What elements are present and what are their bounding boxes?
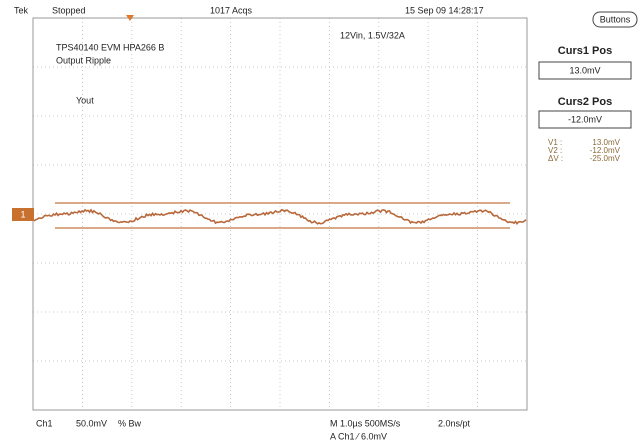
footer-timebase: M 1.0µs 500MS/s — [330, 418, 401, 428]
footer-channel: Ch1 — [36, 418, 53, 428]
buttons-label[interactable]: Buttons — [600, 14, 631, 24]
curs1-title: Curs1 Pos — [558, 45, 612, 57]
scope-screen: Tek Stopped 1017 Acqs 15 Sep 09 14:28:17… — [0, 0, 644, 448]
conditions: 12Vin, 1.5V/32A — [340, 30, 405, 40]
datetime: 15 Sep 09 14:28:17 — [405, 5, 484, 15]
signal-label: Yout — [76, 95, 94, 105]
waveform — [34, 210, 526, 224]
readout-name: ΔV : — [548, 154, 563, 163]
footer-resolution: 2.0ns/pt — [438, 418, 471, 428]
readout-value: -25.0mV — [590, 154, 621, 163]
page: {"header": {"brand": "Tek", "state": "St… — [0, 0, 644, 448]
footer-trigger: A Ch1 ⁄ 6.0mV — [330, 431, 387, 441]
screen-subtitle: Output Ripple — [56, 55, 111, 65]
curs2-value[interactable]: -12.0mV — [568, 114, 602, 124]
screen-title: TPS40140 EVM HPA266 B — [56, 42, 164, 52]
curs2-title: Curs2 Pos — [558, 96, 612, 108]
footer-coupling: % Bw — [118, 418, 142, 428]
footer-scale: 50.0mV — [76, 418, 107, 428]
brand: Tek — [14, 5, 29, 15]
acqs: 1017 Acqs — [210, 5, 253, 15]
curs1-value[interactable]: 13.0mV — [569, 65, 600, 75]
channel-marker-label: 1 — [20, 209, 25, 219]
state: Stopped — [52, 5, 86, 15]
